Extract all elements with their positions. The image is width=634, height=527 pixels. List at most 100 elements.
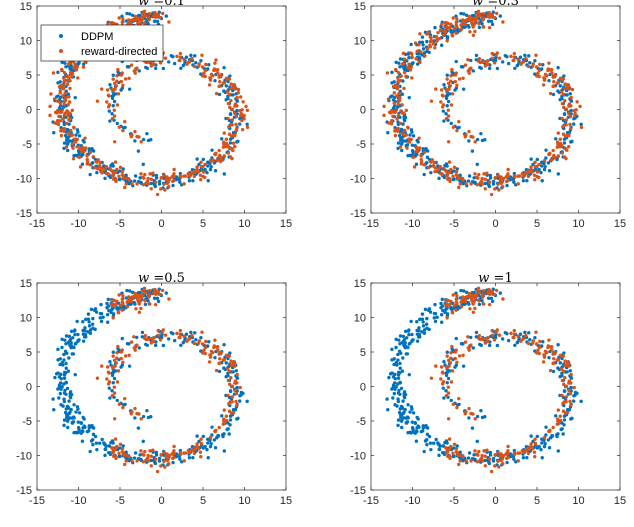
y-tick-label: 10 xyxy=(354,313,366,325)
reward-point xyxy=(471,25,475,29)
reward-point xyxy=(559,90,564,94)
ddpm-point xyxy=(111,381,115,385)
reward-point xyxy=(526,169,531,173)
reward-point xyxy=(418,32,422,36)
ddpm-point xyxy=(153,66,158,71)
ddpm-point xyxy=(164,14,168,18)
reward-point xyxy=(506,451,510,456)
reward-point xyxy=(139,417,143,421)
ddpm-point xyxy=(81,62,86,66)
ddpm-point xyxy=(513,183,518,187)
reward-point xyxy=(419,160,424,164)
ddpm-point xyxy=(213,78,217,83)
ddpm-point xyxy=(462,12,466,16)
ddpm-point xyxy=(93,434,98,439)
reward-point xyxy=(413,41,418,45)
reward-point xyxy=(480,459,485,463)
reward-point xyxy=(112,21,116,26)
ddpm-point xyxy=(107,386,111,390)
reward-point xyxy=(61,94,65,98)
ddpm-point xyxy=(89,425,93,429)
reward-point xyxy=(444,88,449,92)
reward-point xyxy=(231,360,235,364)
ddpm-point xyxy=(153,343,158,348)
reward-point xyxy=(143,299,147,303)
reward-point xyxy=(469,459,473,463)
reward-point xyxy=(182,57,186,61)
reward-point xyxy=(129,63,134,67)
ddpm-point xyxy=(213,169,218,173)
reward-point xyxy=(526,64,531,69)
reward-point xyxy=(490,56,495,61)
ddpm-point xyxy=(392,391,397,396)
reward-point xyxy=(445,39,449,43)
reward-point xyxy=(207,83,212,87)
ddpm-point xyxy=(222,66,226,70)
reward-point xyxy=(561,77,566,81)
ddpm-point xyxy=(388,95,393,99)
reward-point xyxy=(98,160,103,165)
reward-point xyxy=(443,21,448,25)
ddpm-point xyxy=(420,40,425,44)
ddpm-point xyxy=(80,439,85,443)
reward-point xyxy=(63,98,68,103)
ddpm-point xyxy=(433,302,437,307)
ddpm-point xyxy=(64,135,69,140)
ddpm-point xyxy=(487,184,492,189)
reward-point xyxy=(200,65,205,69)
reward-point xyxy=(142,286,147,290)
reward-point xyxy=(526,174,531,179)
ddpm-point xyxy=(161,343,166,348)
ddpm-point xyxy=(414,439,419,443)
reward-point xyxy=(428,39,433,44)
reward-point xyxy=(532,173,537,177)
ddpm-point xyxy=(508,177,513,182)
ddpm-point xyxy=(56,70,60,75)
ddpm-point xyxy=(402,394,406,398)
reward-point xyxy=(113,177,118,181)
reward-point xyxy=(167,185,171,189)
ddpm-point xyxy=(410,148,415,153)
reward-point xyxy=(447,177,452,181)
ddpm-point xyxy=(523,330,527,335)
ddpm-point xyxy=(108,83,112,87)
reward-point xyxy=(450,67,454,72)
ddpm-point xyxy=(65,419,70,423)
reward-point xyxy=(535,170,540,174)
reward-point xyxy=(409,65,413,69)
reward-point xyxy=(120,172,125,177)
reward-point xyxy=(396,102,400,107)
ddpm-point xyxy=(547,169,552,173)
ddpm-point xyxy=(396,358,400,362)
reward-point xyxy=(481,292,485,297)
reward-point xyxy=(536,348,540,352)
ddpm-point xyxy=(425,161,429,165)
ddpm-point xyxy=(407,332,411,337)
reward-point xyxy=(396,70,401,75)
reward-point xyxy=(121,405,125,410)
ddpm-point xyxy=(127,364,132,368)
ddpm-point xyxy=(421,43,425,47)
reward-point xyxy=(533,441,538,446)
ddpm-point xyxy=(487,66,492,71)
ddpm-point xyxy=(127,181,131,186)
ddpm-point xyxy=(550,434,554,439)
reward-point xyxy=(112,298,116,303)
reward-point xyxy=(152,62,156,67)
reward-point xyxy=(478,60,483,65)
reward-point xyxy=(162,182,166,187)
reward-point xyxy=(481,15,485,20)
reward-point xyxy=(236,91,240,95)
x-tick-label: -15 xyxy=(363,495,379,507)
ddpm-point xyxy=(128,12,132,16)
reward-point xyxy=(451,451,455,456)
reward-point xyxy=(382,104,386,109)
reward-point xyxy=(172,444,176,449)
reward-point xyxy=(569,126,573,130)
reward-point xyxy=(405,146,409,150)
ddpm-point xyxy=(427,307,432,311)
ddpm-point xyxy=(105,320,110,324)
ddpm-point xyxy=(64,361,68,366)
reward-point xyxy=(61,117,65,121)
reward-point xyxy=(124,459,128,463)
